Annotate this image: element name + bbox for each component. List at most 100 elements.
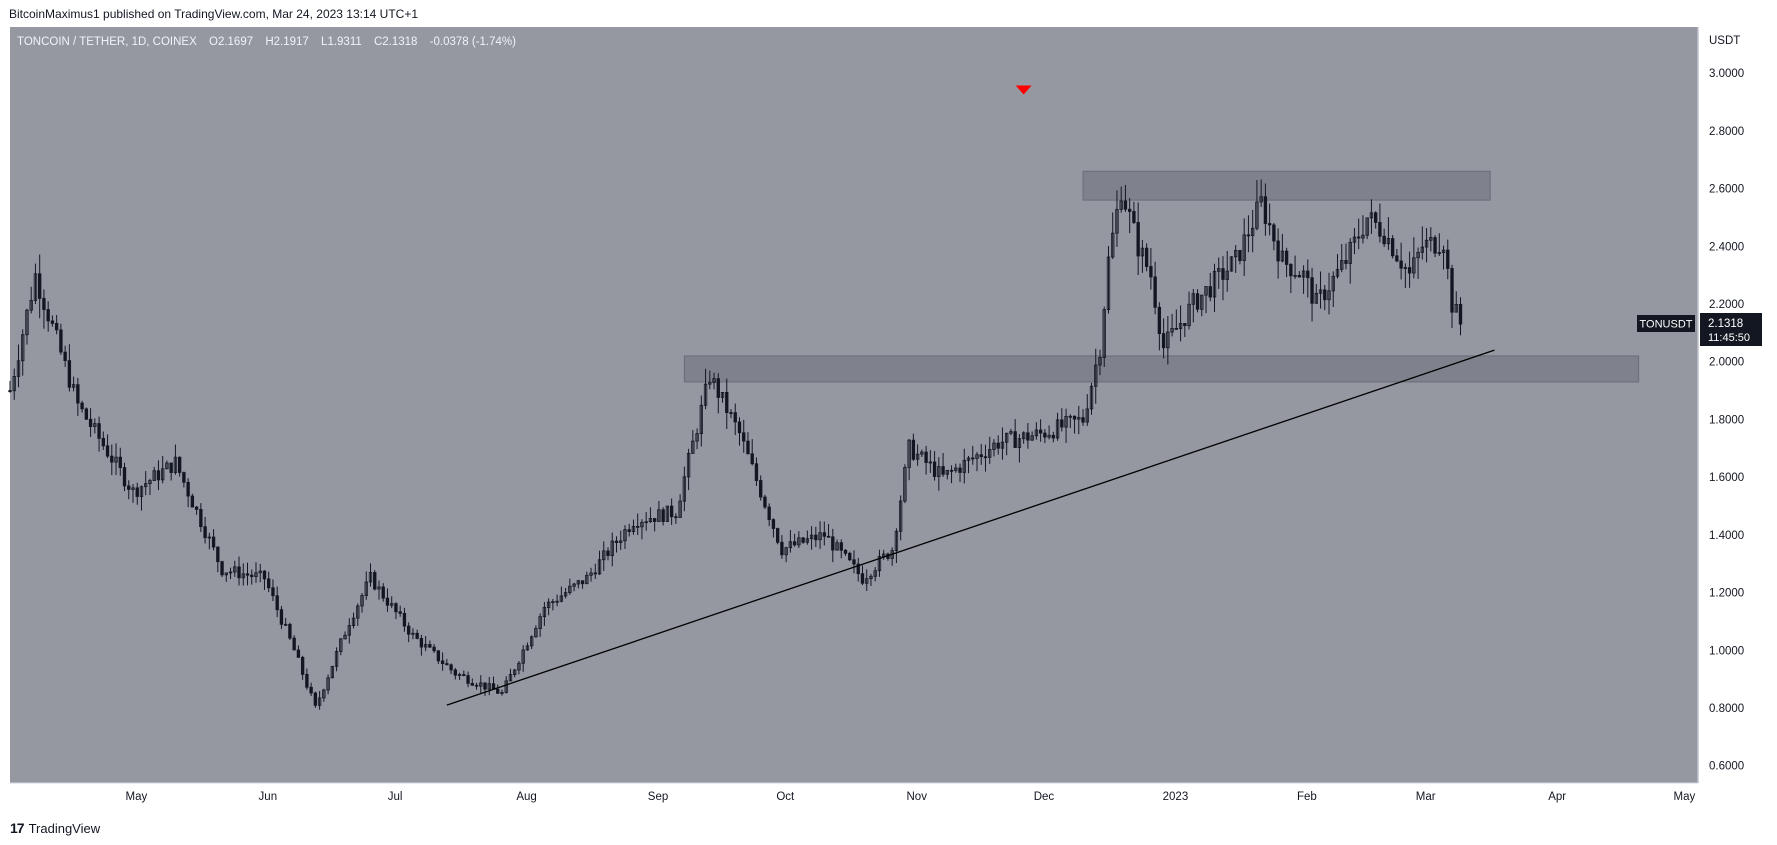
candle-body [703,383,708,406]
candle-body [865,578,869,584]
ticker-label: TONUSDT [1640,319,1693,331]
candle-body [1055,419,1060,439]
candle-body [241,573,245,579]
candle-body [1106,256,1111,310]
candle-body [267,578,271,589]
candle-body [21,334,25,362]
candle-body [275,595,279,611]
candle-body [428,644,432,648]
candle-body [1458,303,1463,325]
candle-body [1314,292,1318,304]
candle-body [224,572,228,576]
time-axis-tick: May [1674,791,1696,803]
tradingview-logo[interactable]: 17 TradingView [10,818,100,838]
price-axis-tick: 1.6000 [1709,472,1744,484]
candle-body [1200,294,1204,310]
candle-body [1094,364,1098,387]
price-axis-tick: 0.8000 [1709,703,1744,715]
candle-body [678,500,682,518]
candle-body [551,601,555,604]
candle-body [279,609,284,625]
candle-body [186,481,190,497]
candle-body [462,674,466,676]
candle-body [1416,251,1420,259]
horizontal-zone[interactable] [1082,170,1491,201]
time-axis-tick: Sep [648,791,668,803]
candle-body [576,580,580,585]
candle-body [1072,415,1077,420]
candle-body [610,540,614,556]
candle-body [8,390,12,392]
last-price-tag[interactable]: TONUSDT 2.1318 11:45:50 [1637,313,1762,346]
candle-body [1013,431,1017,448]
candle-body [1128,208,1132,212]
candle-body [1060,419,1064,428]
candle-body [737,421,742,434]
candle-body [784,547,788,556]
candle-body [1297,274,1301,278]
candle-body [1263,196,1268,224]
candle-body [445,663,449,666]
candle-body [606,550,610,556]
candle-body [216,546,220,563]
candle-body [12,376,16,392]
candle-body [563,592,568,597]
candle-body [496,688,500,694]
candle-body [966,457,971,461]
candle-body [831,536,835,551]
time-axis-tick: Oct [776,791,795,803]
candle-body [1238,249,1242,262]
candle-body [1373,212,1378,223]
trendline-layer[interactable] [446,349,1495,706]
plot-area[interactable] [10,27,1698,783]
candle-body [440,660,445,664]
candle-body [805,538,810,543]
candle-body [1446,249,1450,269]
candle-body [1335,268,1340,277]
candle-body [38,273,42,299]
candle-body [385,597,390,606]
candle-body [1357,236,1361,239]
candle-body [1009,431,1013,434]
candle-body [135,487,139,497]
candle-body [1166,331,1170,349]
price-tag-box [1700,313,1762,346]
candle-body [419,638,424,648]
candle-body [1293,274,1297,277]
candle-body [788,541,793,549]
candle-body [1225,270,1229,280]
candle-body [407,625,411,635]
candle-body [1030,435,1034,441]
candle-body [911,439,916,460]
candle-body [1034,429,1039,437]
bar-countdown: 11:45:50 [1708,332,1750,344]
candle-body [674,516,678,519]
candle-body [1386,238,1391,245]
candle-body [572,583,576,587]
candle-body [1395,255,1399,262]
candle-body [466,675,470,684]
candle-body [1229,256,1234,272]
candle-body [1378,222,1382,237]
candle-body [521,649,525,664]
candle-body [555,600,559,603]
candle-body [1420,246,1424,253]
candle-body [996,442,1000,449]
candle-body [1301,270,1306,278]
candle-body [339,638,343,652]
candle-body [937,466,941,477]
time-axis-tick: Feb [1297,791,1317,803]
candle-body [720,392,725,398]
candle-body [59,329,63,353]
horizontal-zone[interactable] [683,355,1640,383]
candle-body [708,382,712,385]
horizontal-zones [683,170,1640,383]
candle-body [347,625,351,636]
candle-body [1424,239,1429,248]
candle-body [436,650,441,662]
ascending-trendline[interactable] [446,349,1495,706]
price-axis-tick: 2.0000 [1709,357,1744,369]
candle-body [1183,323,1187,327]
candle-body [652,518,657,522]
